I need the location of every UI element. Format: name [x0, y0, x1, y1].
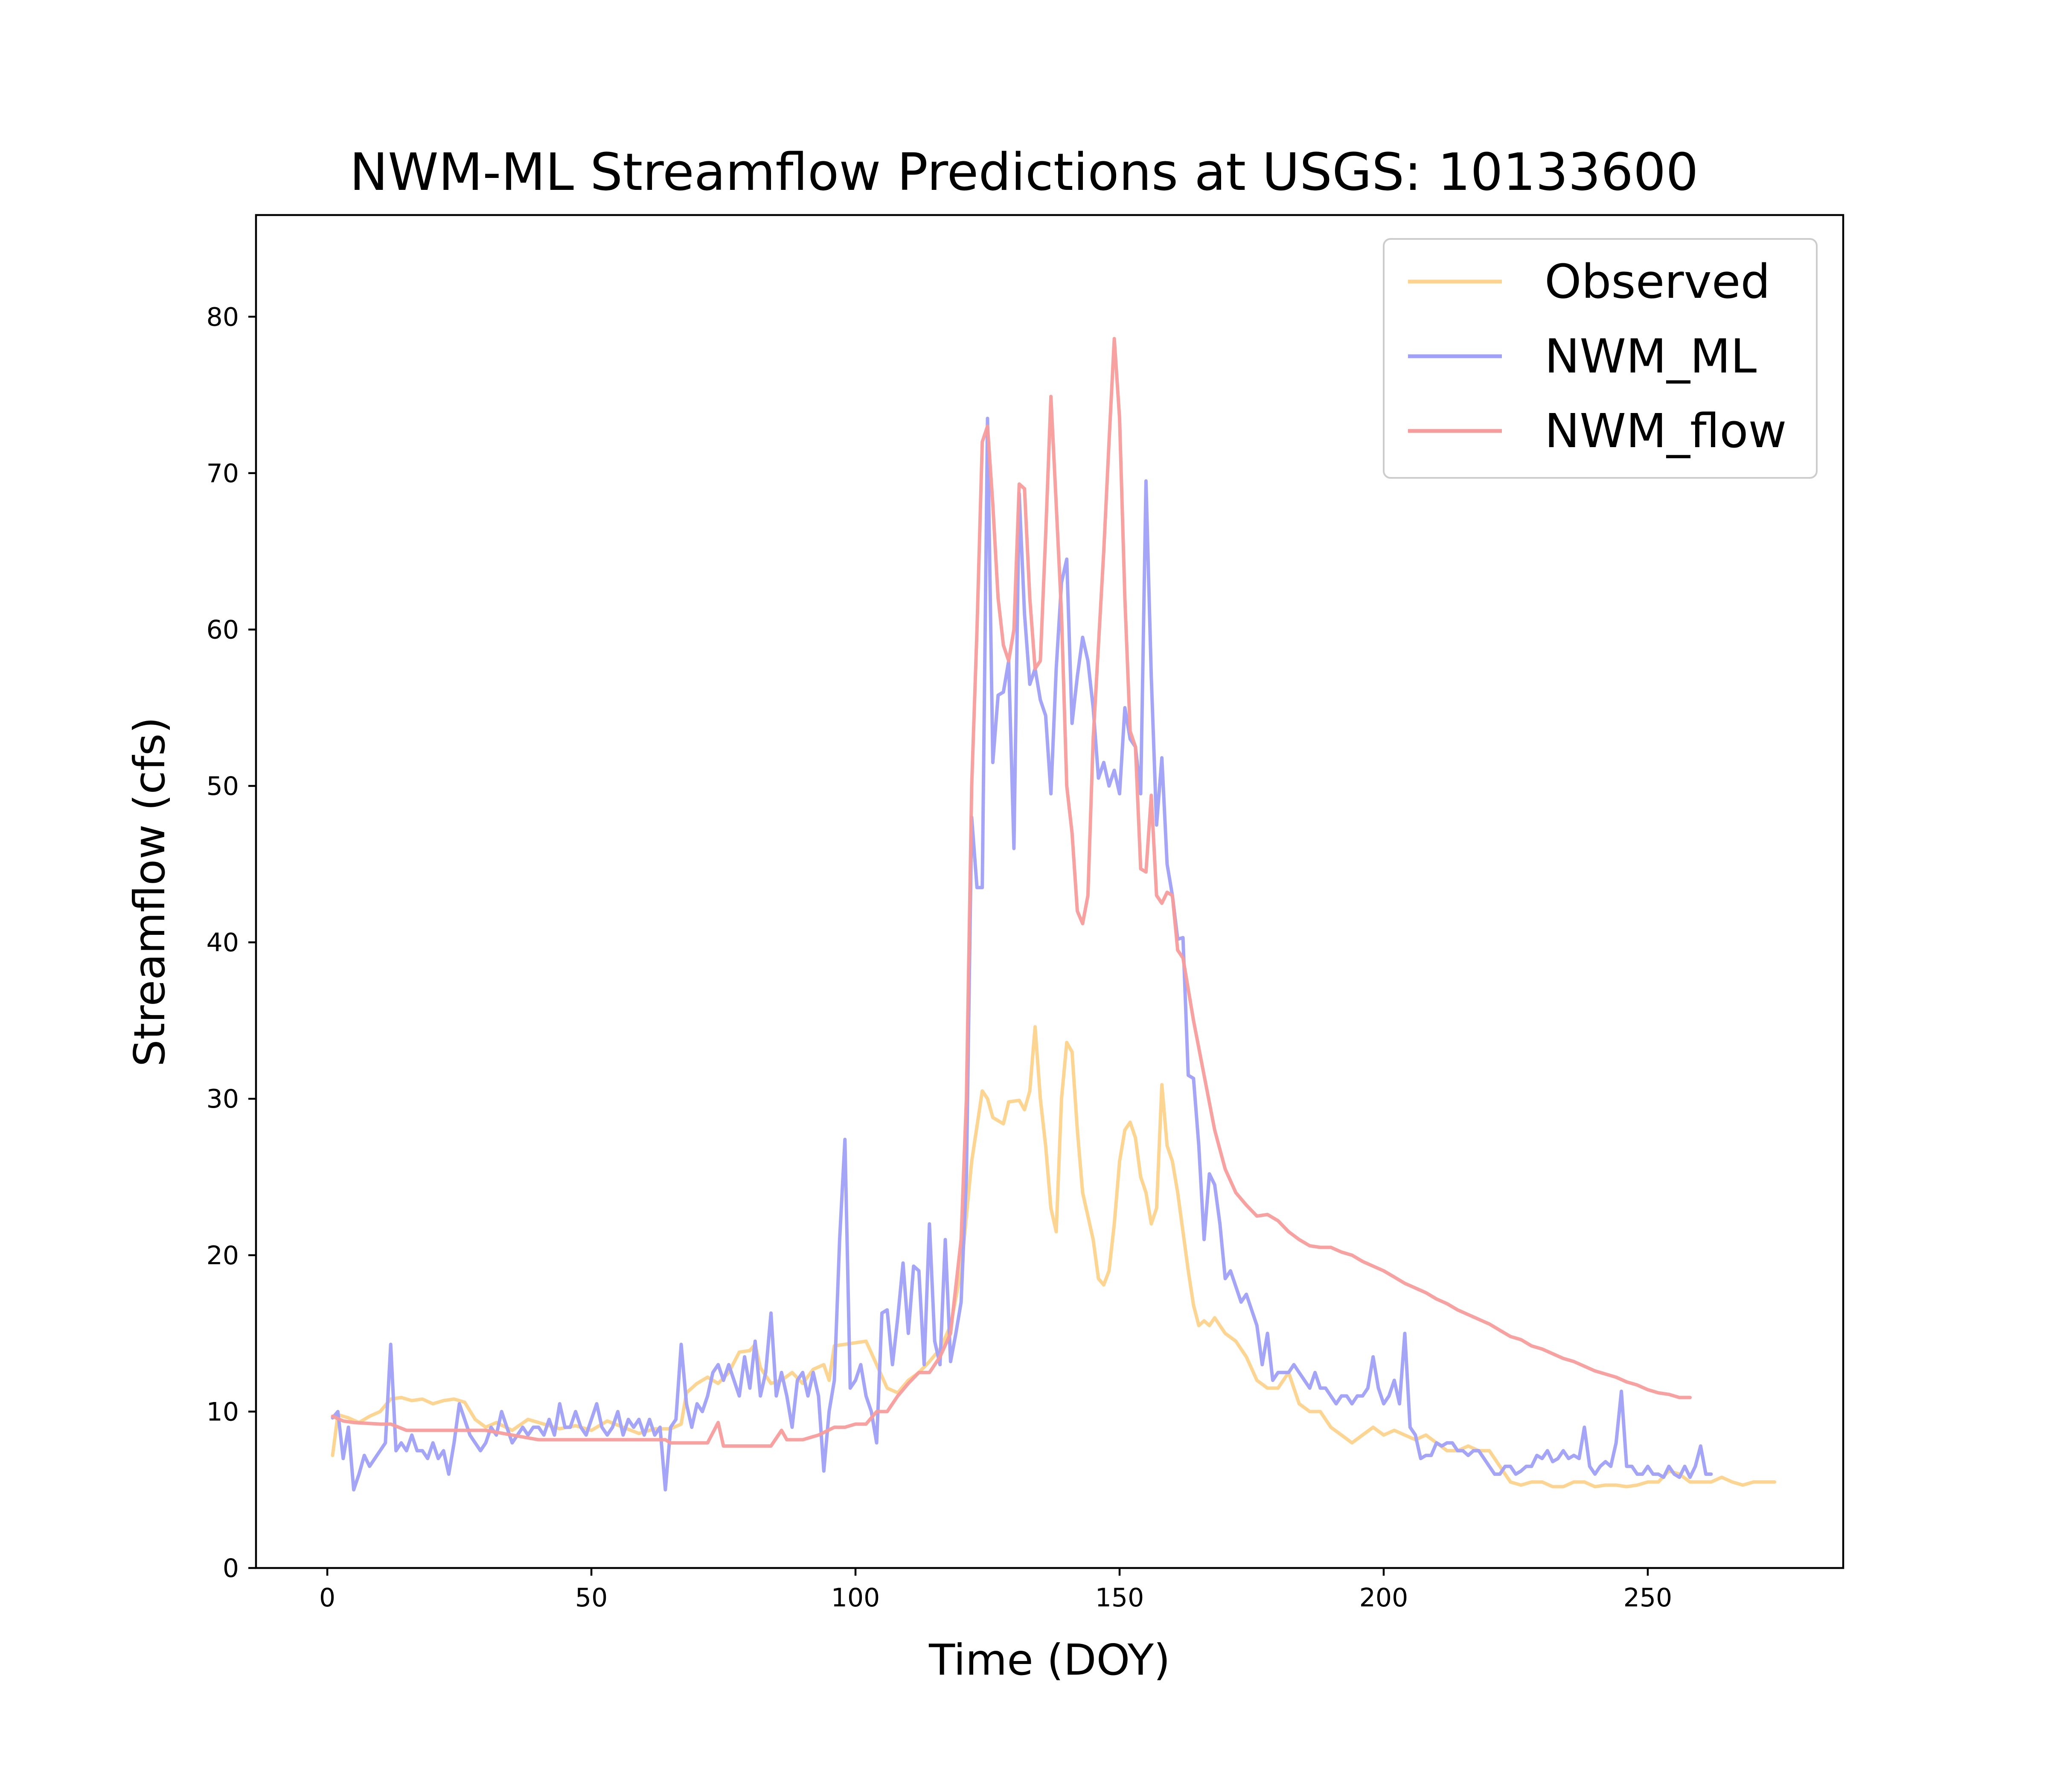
x-tick-label: 100 [831, 1583, 880, 1613]
y-axis-ticks: 0 10 20 30 40 50 60 70 80 [207, 302, 256, 1583]
y-tick-label: 30 [207, 1084, 239, 1114]
y-tick-label: 10 [207, 1397, 239, 1427]
legend-frame [1383, 238, 1818, 479]
plot-area-frame [255, 214, 1844, 1569]
x-tick-label: 50 [575, 1583, 608, 1613]
x-axis-ticks: 0 50 100 150 200 250 [319, 1568, 1672, 1613]
x-tick-label: 150 [1095, 1583, 1144, 1613]
legend-label-nwm-flow: NWM_flow [1545, 404, 1787, 458]
series-layer [331, 337, 1777, 1492]
chart-title: NWM-ML Streamflow Predictions at USGS: 1… [349, 143, 1698, 202]
y-tick-label: 60 [207, 615, 239, 645]
x-axis-label: Time (DOY) [928, 1635, 1170, 1685]
y-tick-label: 0 [223, 1553, 239, 1583]
y-tick-label: 80 [207, 302, 239, 332]
series-line-nwm-ml [331, 416, 1713, 1492]
legend: Observed NWM_ML NWM_flow [1383, 238, 1818, 479]
x-tick-label: 250 [1623, 1583, 1673, 1613]
y-tick-label: 50 [207, 771, 239, 801]
legend-label-observed: Observed [1545, 254, 1770, 309]
y-tick-label: 20 [207, 1241, 239, 1271]
x-tick-label: 0 [319, 1583, 335, 1613]
series-line-nwm-flow [331, 337, 1692, 1448]
x-tick-label: 200 [1359, 1583, 1408, 1613]
legend-label-nwm-ml: NWM_ML [1545, 329, 1757, 384]
y-axis-label: Streamflow (cfs) [125, 717, 175, 1067]
y-tick-label: 70 [207, 459, 239, 489]
y-tick-label: 40 [207, 928, 239, 958]
